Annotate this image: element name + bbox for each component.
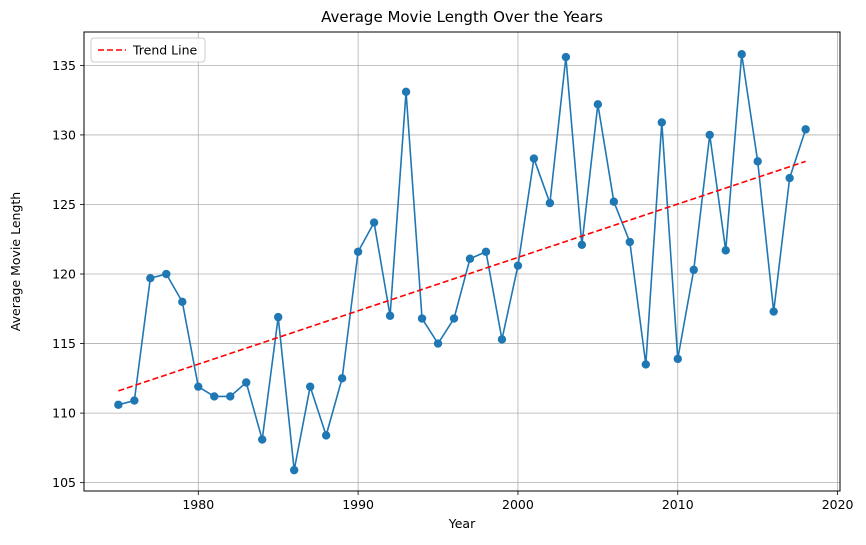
- y-tick-label-135: 135: [52, 58, 76, 73]
- legend-label-trend-line: Trend Line: [132, 43, 198, 58]
- data-point-1980: [194, 382, 203, 391]
- data-point-1992: [385, 311, 395, 320]
- data-point-2016: [769, 307, 778, 316]
- data-point-1999: [497, 335, 507, 344]
- data-point-1984: [258, 435, 267, 444]
- data-point-2004: [577, 240, 587, 250]
- data-point-2015: [753, 157, 762, 166]
- data-point-2006: [609, 197, 619, 206]
- x-tick-label-2020: 2020: [822, 497, 854, 512]
- plot-frame: [83, 31, 841, 492]
- x-axis-label: Year: [448, 516, 476, 531]
- data-point-2002: [545, 198, 555, 208]
- data-point-1982: [226, 392, 235, 401]
- data-point-2011: [689, 265, 698, 275]
- data-point-1995: [433, 339, 443, 348]
- y-tick-label-105: 105: [52, 475, 76, 490]
- data-point-1996: [449, 314, 459, 323]
- legend-box: [90, 37, 206, 63]
- chart-title: Average Movie Length Over the Years: [321, 8, 603, 26]
- data-point-1988: [321, 431, 331, 440]
- data-point-1978: [162, 269, 171, 279]
- data-point-1986: [289, 465, 299, 475]
- x-tick-label-1990: 1990: [342, 497, 374, 512]
- y-tick-label-110: 110: [52, 406, 76, 421]
- y-axis-label: Average Movie Length: [8, 192, 23, 331]
- data-point-2010: [673, 354, 682, 364]
- data-point-1991: [369, 218, 379, 227]
- x-tick-label-1980: 1980: [182, 497, 214, 512]
- x-tick-label-2010: 2010: [662, 497, 694, 512]
- trend-line: [118, 160, 806, 392]
- data-point-1997: [465, 254, 475, 263]
- legend: Trend Line: [90, 37, 206, 63]
- ticks: 1980 1990 2000 2010 2020 105 110 115 120 125 130 13…: [52, 58, 853, 512]
- data-point-2012: [705, 130, 714, 140]
- data-point-2017: [785, 173, 794, 183]
- data-point-1983: [242, 378, 251, 387]
- y-tick-label-125: 125: [52, 197, 76, 212]
- series-layer: [114, 50, 810, 475]
- data-point-1994: [417, 314, 427, 323]
- data-point-1985: [273, 312, 283, 322]
- grid: [84, 32, 840, 491]
- data-point-2014: [737, 50, 746, 59]
- y-tick-label-120: 120: [52, 267, 76, 282]
- data-point-2001: [529, 154, 539, 163]
- data-point-1993: [401, 87, 411, 97]
- data-point-2000: [513, 261, 523, 270]
- data-point-1977: [146, 273, 155, 283]
- data-point-2008: [641, 360, 651, 369]
- data-point-2013: [721, 246, 730, 255]
- data-point-2003: [561, 52, 571, 62]
- data-point-1979: [178, 297, 187, 307]
- data-point-1998: [481, 247, 491, 256]
- data-point-1976: [130, 396, 139, 405]
- data-point-2005: [593, 100, 603, 109]
- data-point-2018: [801, 125, 810, 134]
- data-point-2009: [657, 118, 666, 127]
- data-point-1989: [337, 374, 347, 383]
- y-tick-label-115: 115: [52, 336, 76, 351]
- data-point-1987: [305, 382, 315, 391]
- data-point-1981: [210, 392, 219, 401]
- y-tick-label-130: 130: [52, 127, 76, 142]
- data-point-2007: [625, 237, 635, 247]
- data-point-1975: [114, 400, 123, 409]
- x-tick-label-2000: 2000: [502, 497, 534, 512]
- data-point-1990: [353, 247, 363, 256]
